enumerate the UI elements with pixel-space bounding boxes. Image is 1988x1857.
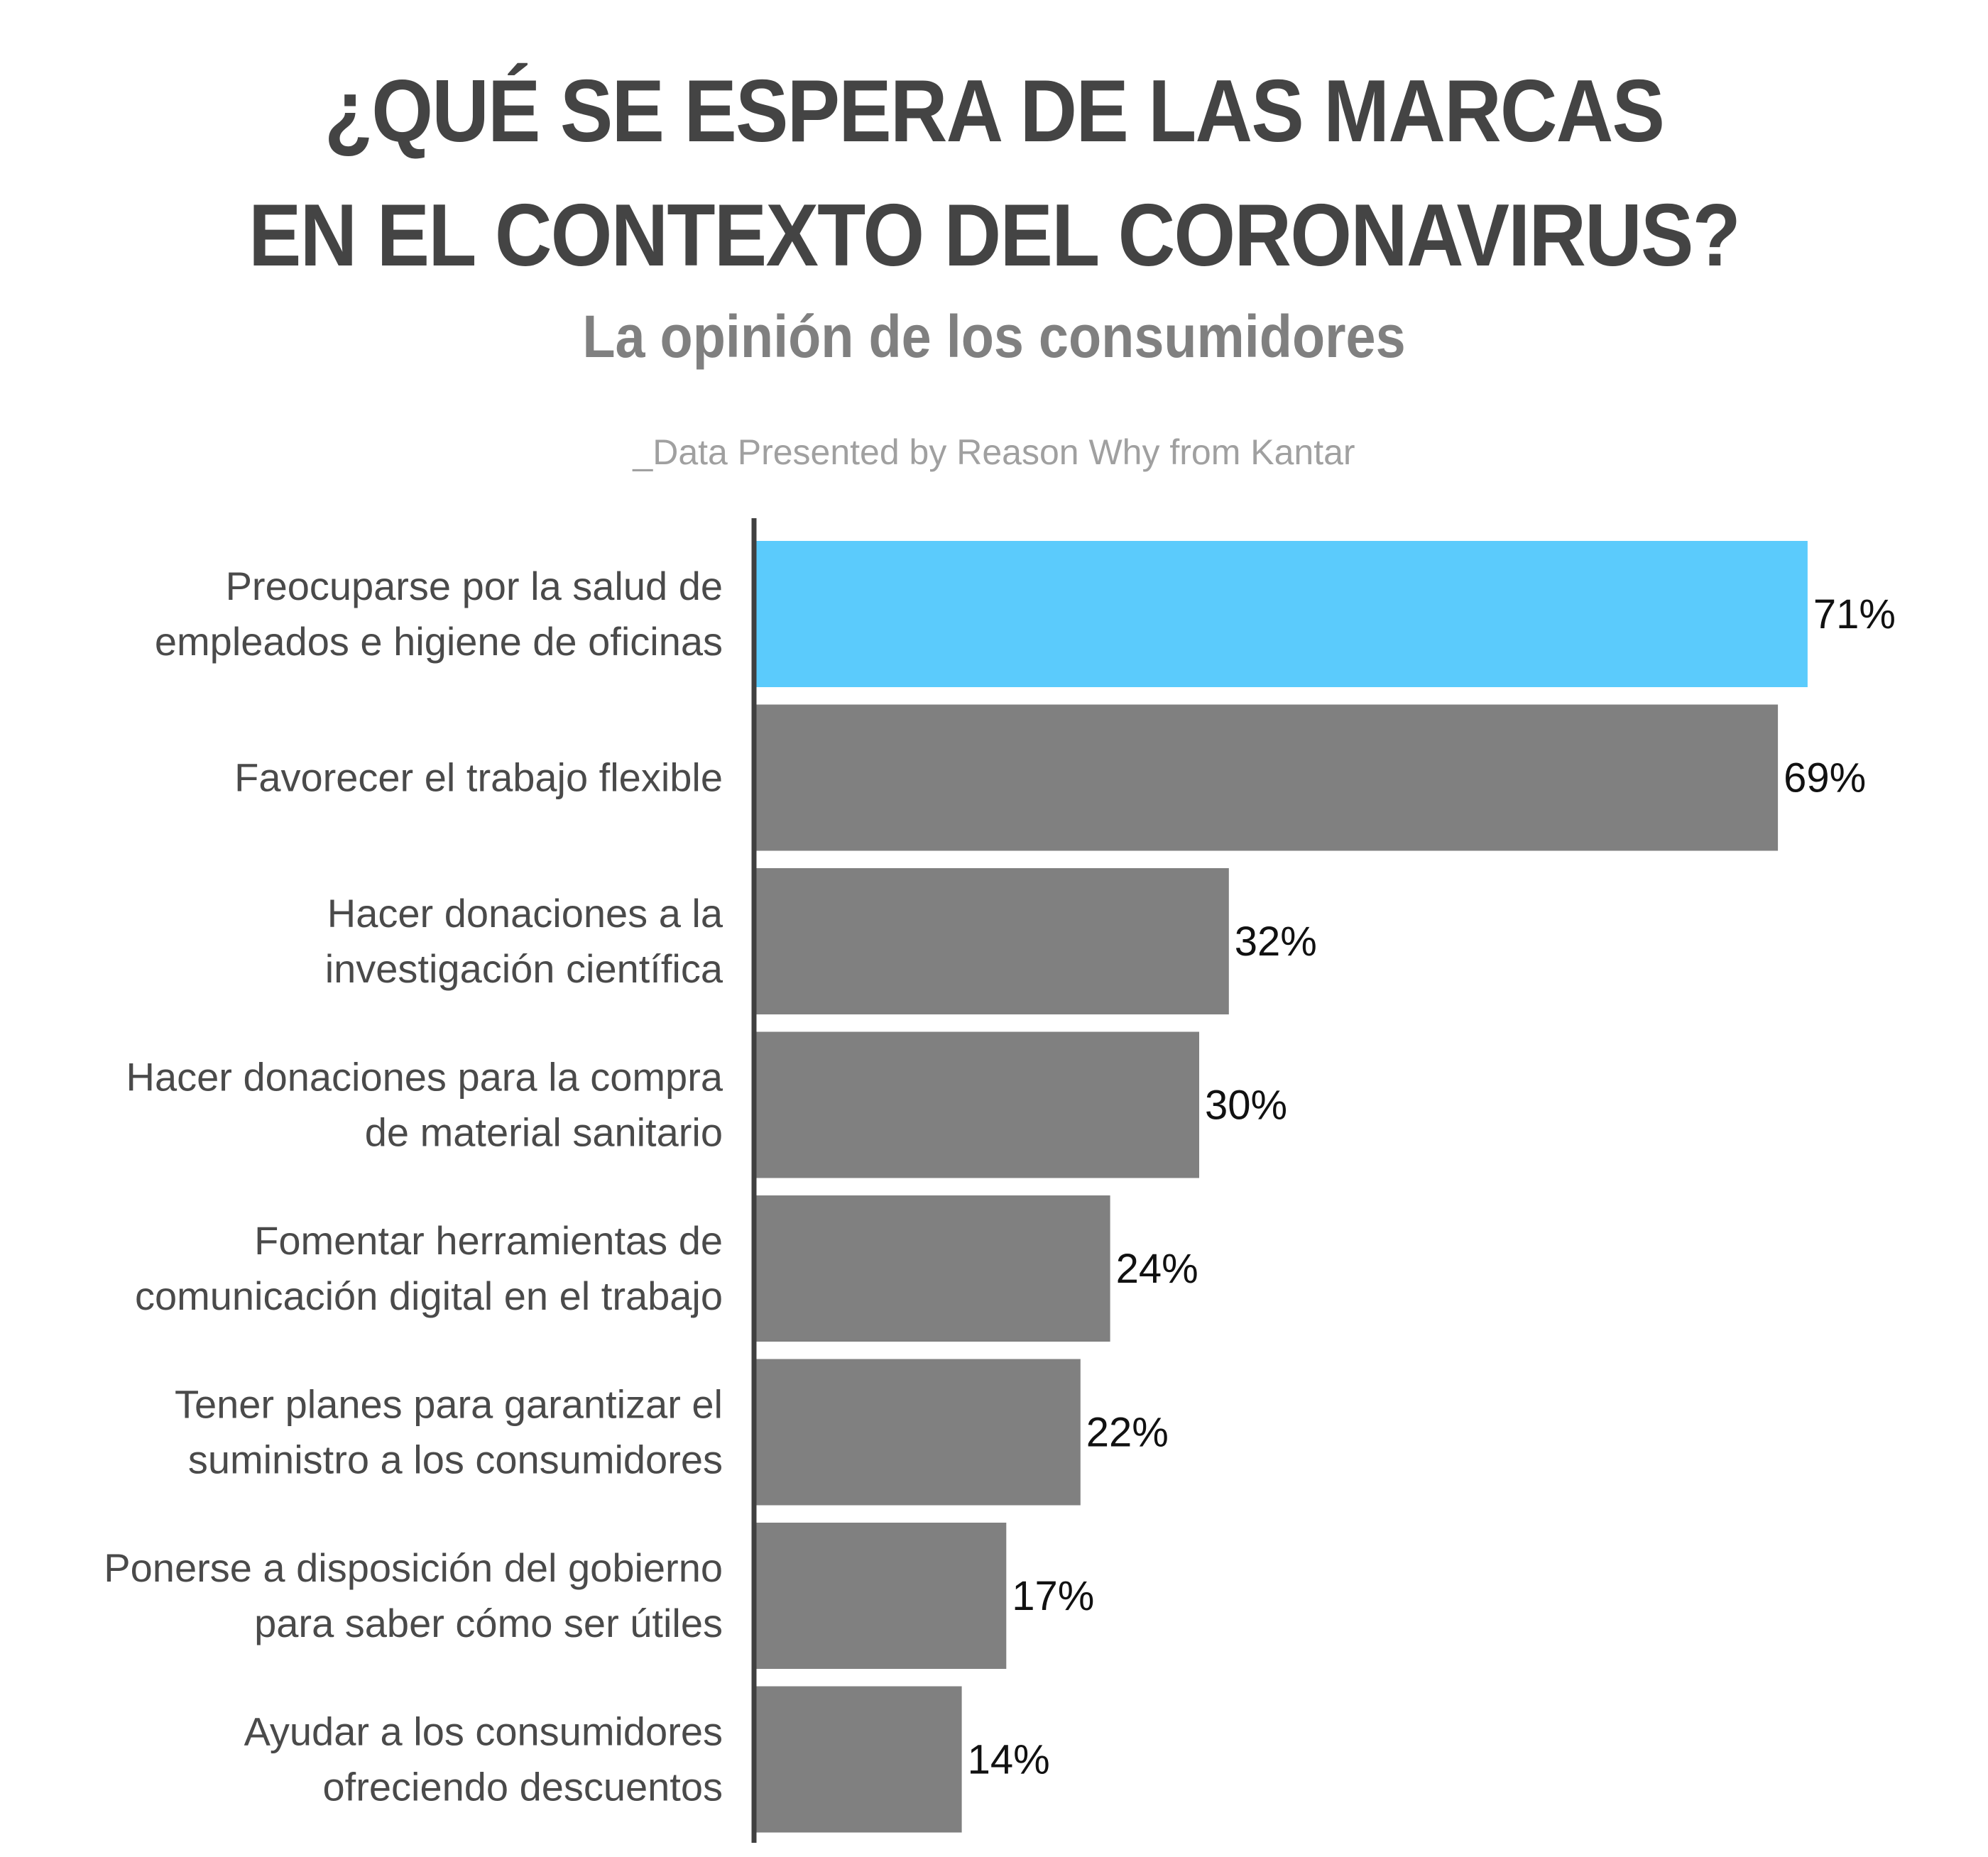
category-label-3: Hacer donaciones a la investigación cient… [325,891,723,991]
chart-title-line-2: EN EL CONTEXTO DEL CORONAVIRUS? [248,187,1741,285]
bars-group [754,541,1808,1833]
value-label-1: 71% [1813,591,1896,637]
category-label-line: empleados e higiene de oficinas [155,619,723,664]
category-label-line: para saber cómo ser útiles [254,1601,723,1645]
bar-3 [754,868,1229,1014]
value-label-5: 24% [1116,1246,1198,1292]
value-label-8: 14% [968,1737,1050,1783]
category-label-2: Favorecer el trabajo flexible [234,755,723,800]
bar-5 [754,1195,1110,1342]
category-label-6: Tener planes para garantizar el suministr… [175,1382,723,1482]
category-label-line: Preocuparse por la salud de [226,564,723,608]
category-label-line: Hacer donaciones para la compra [126,1055,723,1100]
category-label-7: Ponerse a disposición del gobierno para s… [104,1545,723,1645]
value-labels-group: 71% 69% 32% 30% 24% 22% 17% 14% [968,591,1896,1783]
value-label-4: 30% [1205,1083,1287,1129]
bar-8 [754,1686,962,1833]
category-label-8: Ayudar a los consumidores ofreciendo desc… [244,1709,723,1809]
value-label-7: 17% [1012,1573,1094,1619]
bar-7 [754,1523,1007,1669]
category-label-5: Fomentar herramientas de comunicación dig… [135,1218,723,1318]
category-label-line: Hacer donaciones a la [327,891,723,936]
category-label-line: Ayudar a los consumidores [244,1709,723,1754]
category-label-line: de material sanitario [365,1110,723,1155]
bar-4 [754,1031,1199,1178]
bar-2 [754,704,1779,851]
value-label-6: 22% [1086,1410,1169,1456]
category-label-line: Ponerse a disposición del gobierno [104,1545,723,1590]
bar-1 [754,541,1808,687]
category-label-4: Hacer donaciones para la compra de materi… [126,1055,723,1155]
chart-subtitle: La opinión de los consumidores [582,303,1406,370]
category-label-line: Fomentar herramientas de [254,1218,723,1263]
category-label-line: investigación científica [325,946,723,991]
category-label-line: Tener planes para garantizar el [175,1382,723,1427]
category-labels-group: Preocuparse por la salud de empleados e h… [104,564,723,1809]
category-label-line: comunicación digital en el trabajo [135,1273,723,1318]
value-label-2: 69% [1784,755,1866,801]
category-label-line: ofreciendo descuentos [323,1765,723,1809]
bar-6 [754,1359,1081,1506]
category-label-line: suministro a los consumidores [188,1437,723,1482]
value-label-3: 32% [1235,919,1317,965]
chart-title-line-1: ¿QUÉ SE ESPERA DE LAS MARCAS [324,62,1665,160]
category-label-line: Favorecer el trabajo flexible [234,755,723,800]
category-label-1: Preocuparse por la salud de empleados e h… [155,564,723,664]
source-credit: _Data Presented by Reason Why from Kanta… [633,432,1355,472]
